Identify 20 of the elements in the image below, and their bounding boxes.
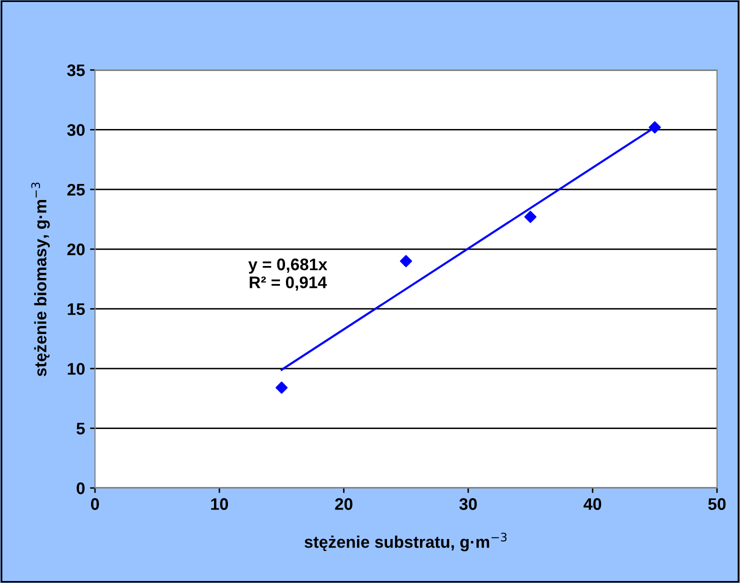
y-axis-title: stężenie biomasy, g·m$^{−3}$: [31, 182, 50, 376]
point: [400, 255, 412, 268]
y-tick-label: 35: [67, 64, 85, 76]
x-tick-label: 50: [708, 498, 726, 510]
annotation: y = 0,681x R² = 0,914: [248, 258, 328, 291]
y-tick-label: 25: [67, 184, 85, 196]
x-tick-label: 0: [91, 498, 99, 510]
y-tick-label: 15: [68, 303, 85, 316]
point: [524, 210, 536, 223]
x-tick-label: 20: [335, 498, 352, 510]
x-tick-label: 10: [211, 498, 228, 510]
x-tick-label: 30: [459, 498, 477, 510]
y-tick-label: 20: [67, 244, 85, 256]
x-axis-title: stężenie substratu, g·m$^{−3}$: [304, 532, 507, 552]
y-tick-label: 10: [68, 362, 85, 375]
point: [276, 382, 288, 394]
y-tick-label: 0: [76, 482, 85, 494]
y-tick-label: 30: [67, 124, 85, 136]
y-tick-label: 5: [76, 422, 85, 434]
x-tick-label: 40: [584, 498, 602, 510]
